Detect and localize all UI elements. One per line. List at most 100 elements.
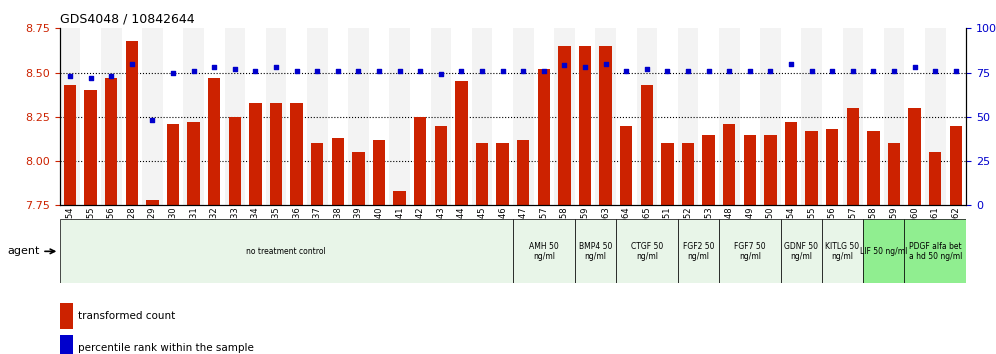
- Bar: [224, 28, 245, 205]
- Text: GDS4048 / 10842644: GDS4048 / 10842644: [60, 13, 194, 26]
- Bar: [249, 103, 262, 354]
- Point: [886, 68, 902, 74]
- Text: KITLG 50
ng/ml: KITLG 50 ng/ml: [826, 242, 860, 261]
- Text: LIF 50 ng/ml: LIF 50 ng/ml: [860, 247, 907, 256]
- Point: [247, 68, 263, 74]
- Bar: [146, 200, 158, 354]
- Point: [124, 61, 139, 67]
- Bar: [517, 140, 530, 354]
- Point: [866, 68, 881, 74]
- Text: BMP4 50
ng/ml: BMP4 50 ng/ml: [579, 242, 612, 261]
- Point: [638, 66, 654, 72]
- Point: [62, 73, 78, 79]
- Bar: [60, 335, 74, 354]
- Bar: [307, 28, 328, 205]
- Text: no treatment control: no treatment control: [246, 247, 327, 256]
- Bar: [60, 303, 74, 329]
- Bar: [353, 152, 365, 354]
- FancyBboxPatch shape: [781, 219, 822, 283]
- Text: percentile rank within the sample: percentile rank within the sample: [78, 343, 254, 353]
- Bar: [640, 85, 653, 354]
- Point: [598, 61, 614, 67]
- Point: [700, 68, 716, 74]
- Point: [783, 61, 799, 67]
- Bar: [785, 122, 797, 354]
- Bar: [621, 126, 632, 354]
- Bar: [802, 28, 822, 205]
- Point: [948, 68, 964, 74]
- Bar: [868, 131, 879, 354]
- Bar: [101, 28, 122, 205]
- Text: PDGF alfa bet
a hd 50 ng/ml: PDGF alfa bet a hd 50 ng/ml: [908, 242, 962, 261]
- Point: [515, 68, 531, 74]
- Text: transformed count: transformed count: [78, 311, 175, 321]
- Text: FGF2 50
ng/ml: FGF2 50 ng/ml: [682, 242, 714, 261]
- Bar: [229, 117, 241, 354]
- Bar: [106, 78, 118, 354]
- Bar: [579, 46, 592, 354]
- Bar: [925, 28, 945, 205]
- Bar: [455, 81, 468, 354]
- Point: [289, 68, 305, 74]
- Bar: [266, 28, 287, 205]
- Bar: [142, 28, 162, 205]
- Bar: [125, 41, 138, 354]
- Point: [372, 68, 387, 74]
- Bar: [887, 143, 900, 354]
- FancyBboxPatch shape: [864, 219, 904, 283]
- Bar: [719, 28, 739, 205]
- Bar: [677, 28, 698, 205]
- Bar: [661, 143, 673, 354]
- Bar: [183, 28, 204, 205]
- Bar: [472, 28, 492, 205]
- Point: [557, 63, 573, 68]
- Point: [144, 118, 160, 123]
- Bar: [476, 143, 488, 354]
- Bar: [373, 140, 385, 354]
- Bar: [843, 28, 864, 205]
- Bar: [538, 69, 550, 354]
- Point: [83, 75, 99, 81]
- Point: [495, 68, 511, 74]
- Point: [206, 64, 222, 70]
- Bar: [949, 126, 962, 354]
- Text: CTGF 50
ng/ml: CTGF 50 ng/ml: [630, 242, 663, 261]
- Bar: [826, 129, 839, 354]
- Bar: [332, 138, 344, 354]
- Bar: [847, 108, 859, 354]
- Bar: [60, 28, 81, 205]
- Point: [104, 73, 120, 79]
- Point: [804, 68, 820, 74]
- Bar: [64, 85, 77, 354]
- Bar: [513, 28, 534, 205]
- Bar: [430, 28, 451, 205]
- Bar: [723, 124, 735, 354]
- Bar: [682, 143, 694, 354]
- FancyBboxPatch shape: [513, 219, 575, 283]
- FancyBboxPatch shape: [575, 219, 616, 283]
- FancyBboxPatch shape: [719, 219, 781, 283]
- Bar: [389, 28, 410, 205]
- Bar: [764, 135, 777, 354]
- Point: [391, 68, 407, 74]
- Point: [330, 68, 346, 74]
- Point: [825, 68, 841, 74]
- Bar: [434, 126, 447, 354]
- Text: GDNF 50
ng/ml: GDNF 50 ng/ml: [784, 242, 819, 261]
- Text: agent: agent: [7, 246, 55, 256]
- Bar: [393, 191, 405, 354]
- Point: [721, 68, 737, 74]
- Point: [680, 68, 696, 74]
- Text: FGF7 50
ng/ml: FGF7 50 ng/ml: [734, 242, 766, 261]
- Point: [412, 68, 428, 74]
- Bar: [270, 103, 282, 354]
- Point: [659, 68, 675, 74]
- Bar: [908, 108, 921, 354]
- Bar: [596, 28, 616, 205]
- Point: [474, 68, 490, 74]
- Point: [906, 64, 922, 70]
- FancyBboxPatch shape: [677, 219, 719, 283]
- Bar: [311, 143, 324, 354]
- Point: [845, 68, 861, 74]
- Point: [927, 68, 943, 74]
